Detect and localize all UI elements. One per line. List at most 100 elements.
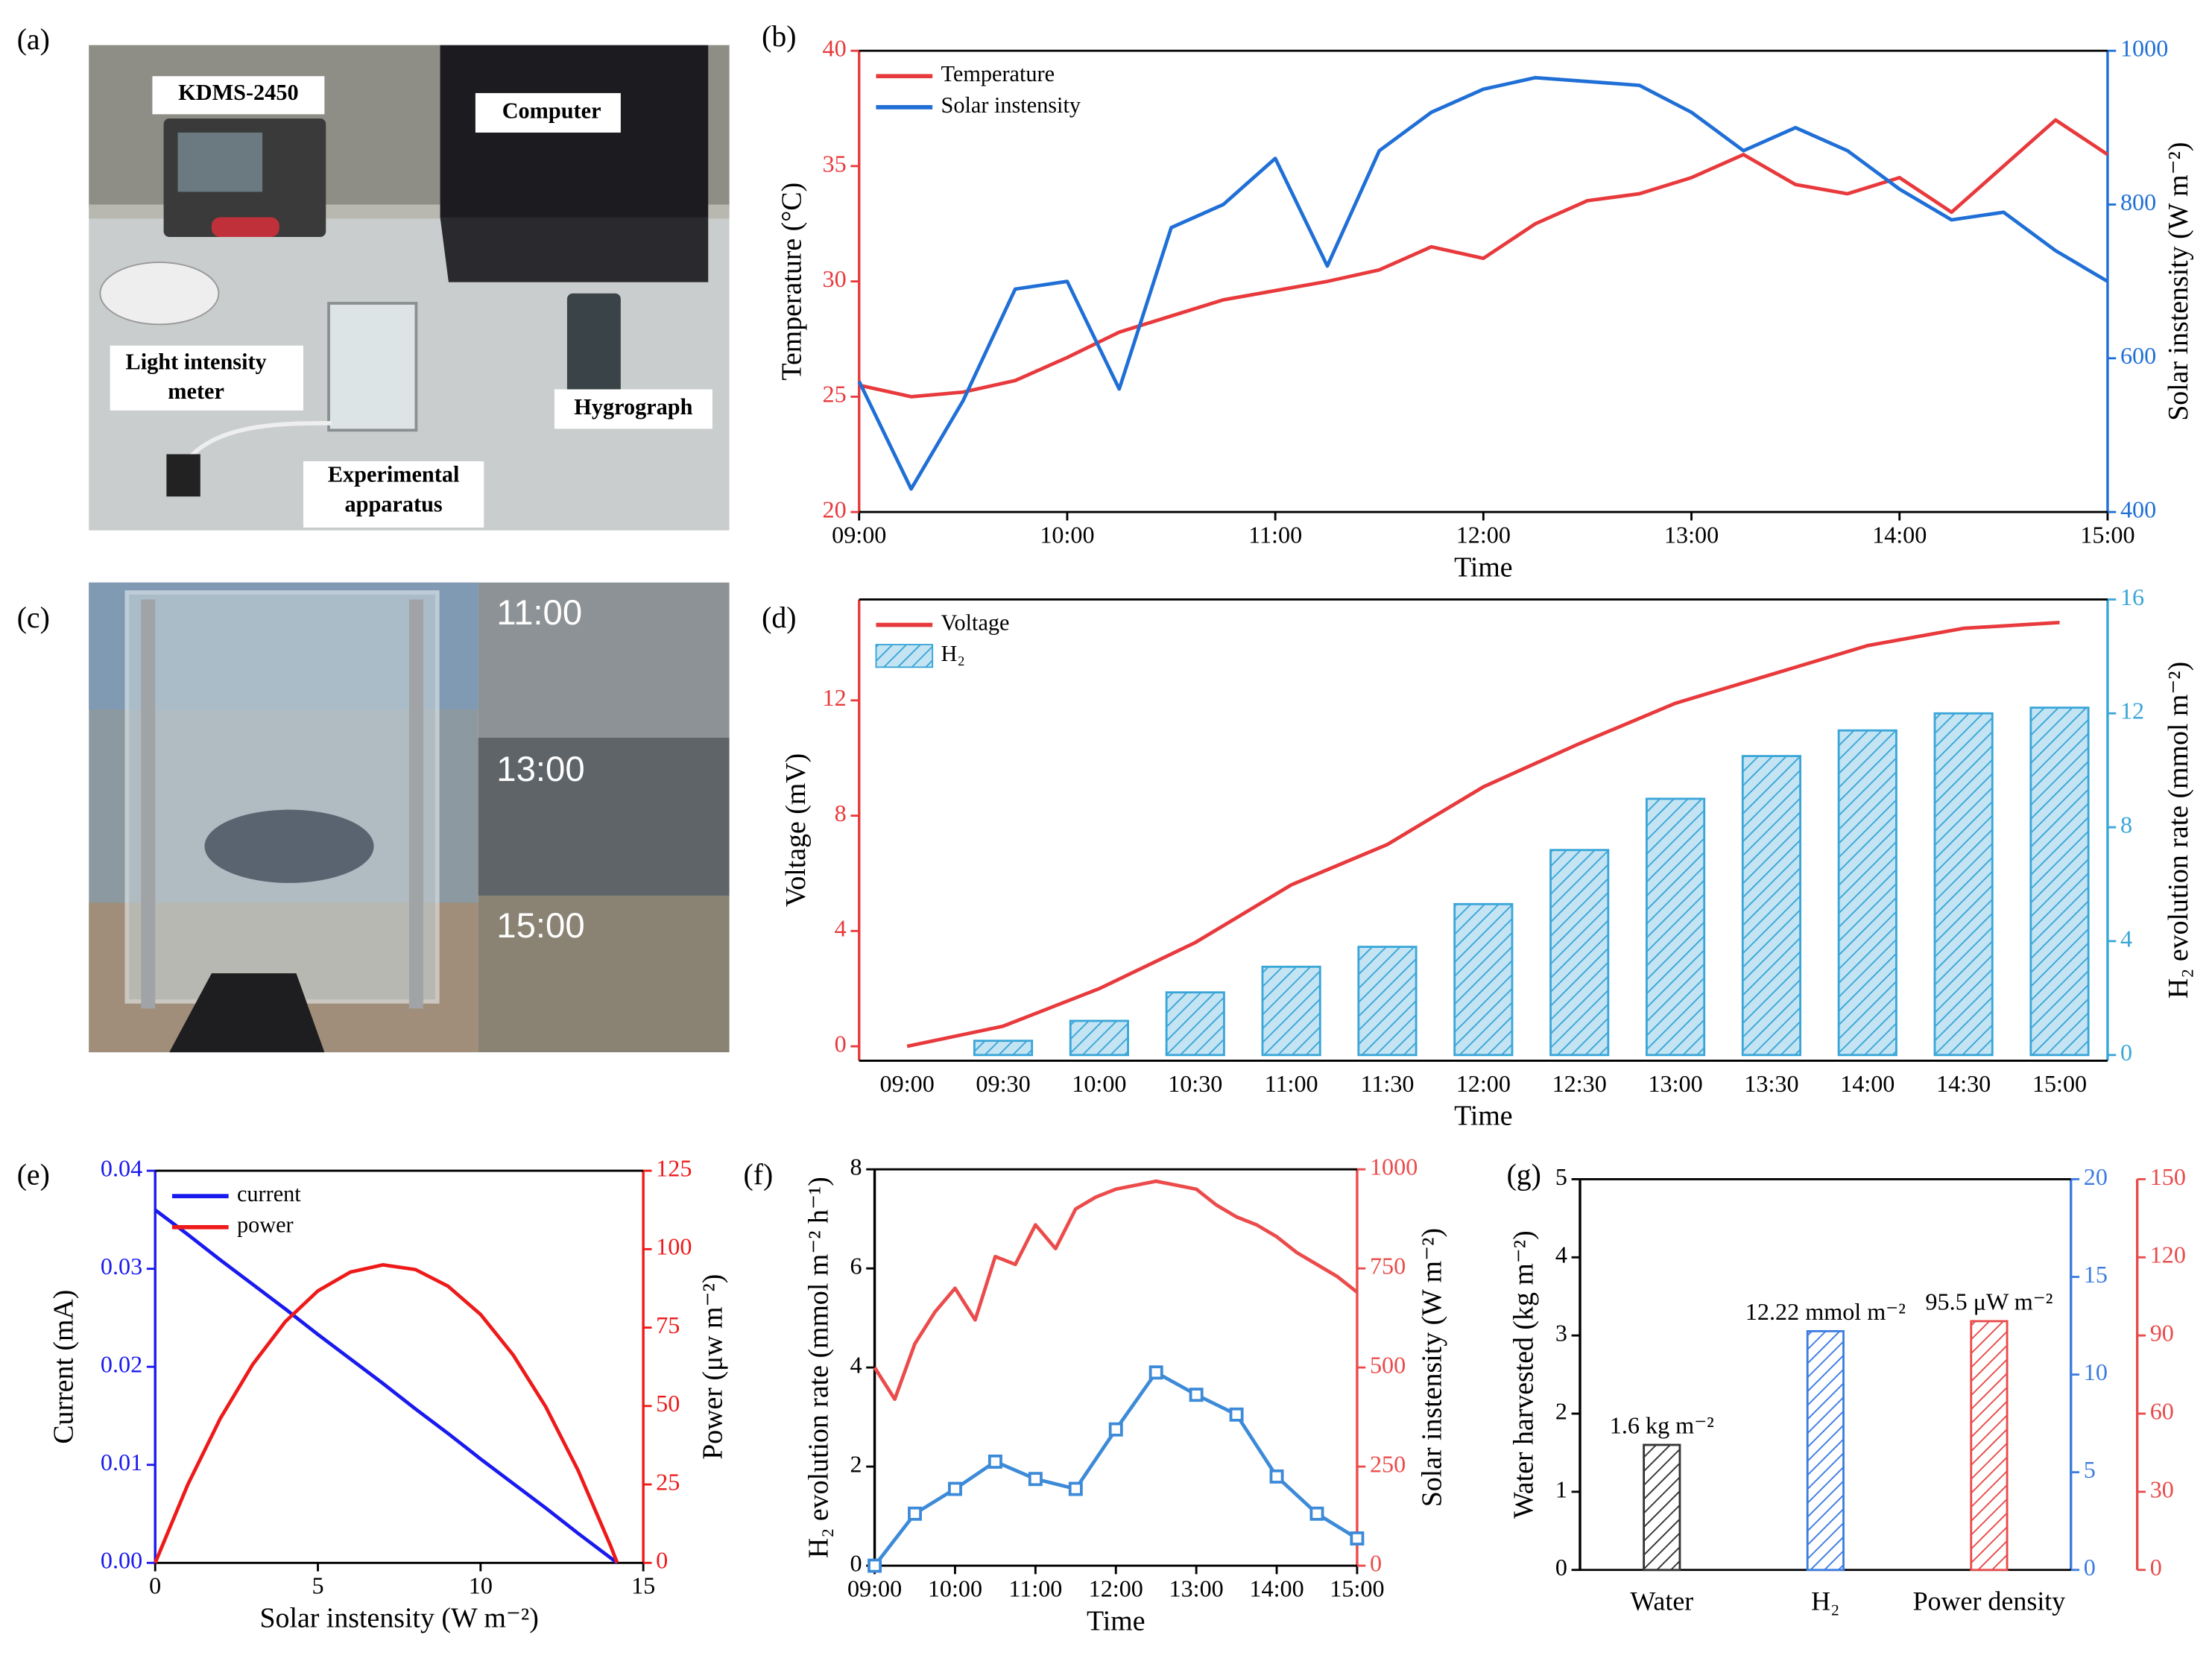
x-tick-label: 10:00	[928, 1575, 982, 1602]
data-line	[873, 1370, 1359, 1567]
data-line	[857, 75, 2109, 491]
apparatus	[327, 302, 418, 432]
x-tick-label: Power density	[1913, 1586, 2066, 1616]
meter-foot	[211, 217, 279, 237]
x-tick-label: 09:00	[847, 1575, 902, 1602]
panel-label: (b)	[762, 20, 796, 53]
x-tick-label: 13:00	[1648, 1070, 1702, 1097]
photo-c: 11:00 13:00 15:00	[89, 582, 730, 1053]
y-tick-label: 800	[2120, 189, 2156, 215]
y2-axis-title: Solar instensity (W m⁻²)	[1417, 1228, 1448, 1507]
x-tick-label: 14:00	[1249, 1575, 1304, 1602]
y-tick-label: 0	[656, 1547, 668, 1574]
annotation: meter	[168, 379, 224, 404]
y-tick-label: 100	[656, 1233, 692, 1260]
y-tick-label: 0	[2084, 1554, 2096, 1581]
y-tick-label: 25	[656, 1468, 680, 1495]
data-marker	[1309, 1506, 1324, 1521]
x-tick-label: 11:00	[1008, 1575, 1062, 1602]
x-tick-label: 15:00	[1330, 1575, 1384, 1602]
data-line	[154, 1208, 619, 1565]
legend-label: current	[237, 1181, 301, 1206]
x-tick-label: 15	[631, 1572, 655, 1599]
tube	[181, 421, 332, 467]
y-tick-label: 40	[823, 35, 847, 62]
y-tick-label: 0.04	[101, 1154, 142, 1181]
legend-label: Voltage	[941, 610, 1010, 635]
x-tick-label: 5	[312, 1572, 323, 1599]
annotation: Computer	[502, 98, 601, 123]
annotation-box	[554, 389, 712, 429]
x-tick-label: 09:00	[832, 522, 886, 548]
y-tick-label: 8	[2120, 811, 2132, 838]
sample	[204, 809, 374, 883]
annotation-box	[152, 76, 325, 115]
y-tick-label: 3	[1555, 1320, 1567, 1347]
y2-axis-title: Power (μw m⁻²)	[697, 1274, 728, 1460]
y-tick-label: 0	[850, 1549, 862, 1576]
light-sensor	[99, 262, 220, 326]
y-tick-label: 400	[2120, 496, 2156, 522]
data-marker	[1028, 1472, 1043, 1487]
y-tick-label: 0.01	[101, 1449, 142, 1475]
y-tick-label: 600	[2120, 342, 2156, 369]
value-label: 95.5 μW m⁻²	[1925, 1288, 2053, 1315]
inset-label: 11:00	[496, 593, 582, 633]
x-tick-label: 12:30	[1552, 1070, 1607, 1097]
value-label: 12.22 mmol m⁻²	[1745, 1298, 1906, 1325]
y-tick-label: 0.00	[101, 1547, 142, 1574]
x-axis-title: Time	[1454, 1101, 1513, 1132]
bar	[1357, 946, 1418, 1057]
annotation: Experimental	[328, 462, 460, 487]
y-tick-label: 10	[2084, 1358, 2108, 1385]
bar	[1837, 729, 1897, 1057]
y-tick-label: 5	[1555, 1163, 1567, 1190]
bar	[1741, 755, 1801, 1057]
y-tick-label: 25	[823, 381, 847, 408]
bar	[1933, 712, 1994, 1057]
value-label: 1.6 kg m⁻²	[1610, 1412, 1714, 1439]
y-tick-label: 4	[1555, 1241, 1567, 1268]
panel-label: (f)	[744, 1159, 774, 1192]
data-marker	[1108, 1422, 1123, 1437]
bar	[1549, 849, 1610, 1057]
y-tick-label: 0.03	[101, 1253, 142, 1279]
y2-axis-title: H₂ evolution rate (mmol m⁻²)	[2163, 662, 2194, 999]
x-tick-label: 0	[149, 1572, 161, 1599]
y-tick-label: 12	[823, 684, 847, 711]
legend-label: H₂	[941, 641, 965, 666]
data-line	[873, 1179, 1359, 1402]
annotation: Light intensity	[126, 349, 267, 374]
bar	[1645, 797, 1706, 1057]
meter-screen	[177, 132, 263, 192]
y-tick-label: 4	[835, 915, 847, 942]
x-axis-title: Time	[1454, 551, 1513, 583]
y-tick-label: 0	[1370, 1549, 1382, 1576]
y-tick-label: 500	[1370, 1351, 1406, 1378]
x-tick-label: 12:00	[1456, 522, 1511, 548]
data-marker	[1148, 1365, 1163, 1380]
y2-axis-title: Solar instensity (W m⁻²)	[2163, 142, 2194, 420]
x-tick-label: 10	[469, 1572, 493, 1599]
y-tick-label: 2	[850, 1450, 862, 1477]
x-tick-label: H₂	[1811, 1586, 1839, 1616]
x-tick-label: 10:00	[1072, 1070, 1126, 1097]
y-axis-title: Current (mA)	[48, 1290, 80, 1444]
data-marker	[1189, 1388, 1204, 1402]
y-tick-label: 0	[2150, 1554, 2162, 1581]
x-tick-label: 10:00	[1040, 522, 1094, 548]
inset-label: 15:00	[496, 906, 584, 946]
legend-label: Solar instensity	[941, 92, 1081, 118]
y-tick-label: 16	[2120, 583, 2144, 610]
y-tick-label: 1000	[1370, 1154, 1418, 1180]
photo-a: KDMS-2450 Computer Light intensity meter…	[89, 45, 730, 531]
panel-label: (e)	[17, 1159, 50, 1192]
y-tick-label: 30	[823, 265, 847, 292]
y-tick-label: 0	[835, 1030, 847, 1057]
rod	[408, 599, 423, 1009]
y-tick-label: 1000	[2120, 35, 2168, 62]
data-marker	[1229, 1407, 1244, 1422]
x-tick-label: 13:30	[1744, 1070, 1798, 1097]
